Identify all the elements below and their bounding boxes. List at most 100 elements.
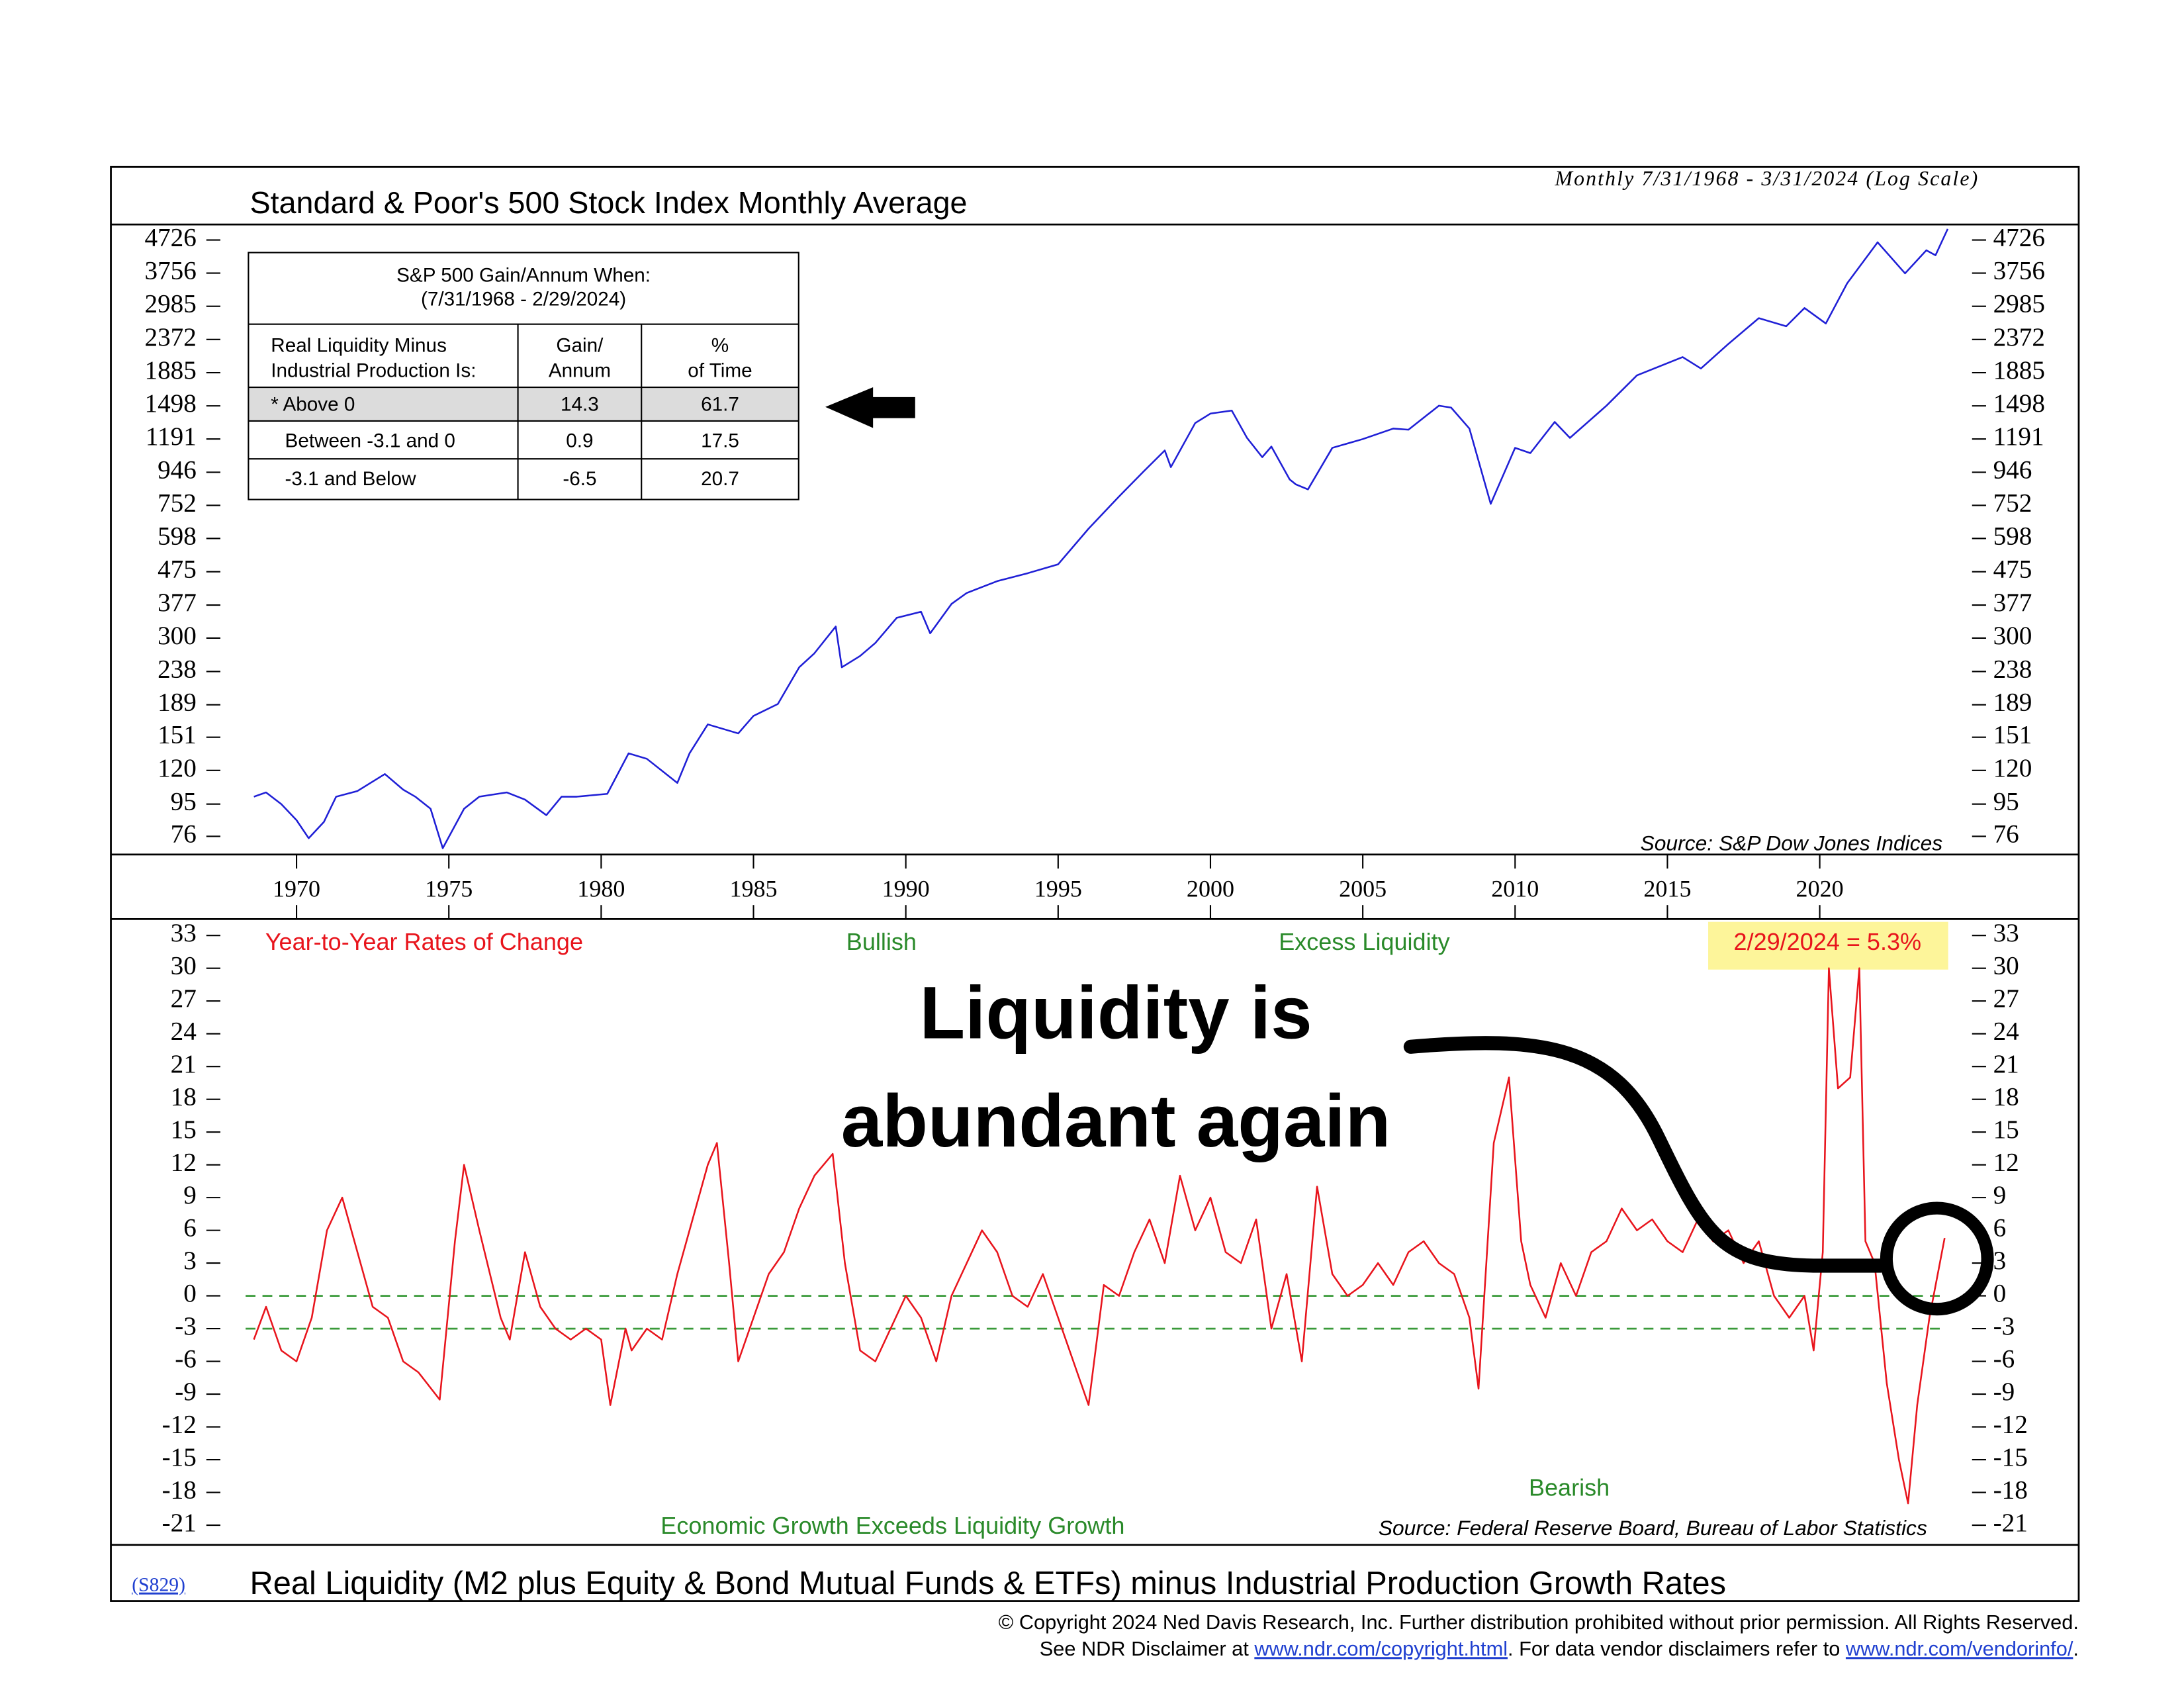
y-tick-label: -3 bbox=[1993, 1312, 2015, 1340]
y-tick-label: 1885 bbox=[144, 356, 196, 385]
y-tick-label: 1498 bbox=[1993, 389, 2045, 418]
y-tick-label: 27 bbox=[1993, 984, 2019, 1013]
x-tick-label: 1975 bbox=[425, 875, 473, 902]
y-tick-label: 76 bbox=[171, 820, 197, 848]
chart-subtitle: Monthly 7/31/1968 - 3/31/2024 (Log Scale… bbox=[1555, 167, 1979, 190]
table-cell: 14.3 bbox=[561, 393, 599, 415]
table-cell: 17.5 bbox=[701, 430, 739, 452]
y-tick-label: 95 bbox=[1993, 788, 2019, 816]
highlight-row bbox=[248, 387, 799, 421]
y-tick-label: 15 bbox=[1993, 1115, 2019, 1144]
x-tick-label: 1985 bbox=[729, 875, 777, 902]
y-tick-label: 151 bbox=[1993, 721, 2032, 749]
arrow-head bbox=[825, 387, 874, 428]
y-tick-label: 2985 bbox=[144, 290, 196, 318]
y-tick-label: 21 bbox=[1993, 1050, 2019, 1078]
x-tick-label: 2015 bbox=[1643, 875, 1691, 902]
y-tick-label: 946 bbox=[1993, 455, 2032, 484]
x-tick-label: 1980 bbox=[577, 875, 625, 902]
y-tick-label: 189 bbox=[158, 688, 197, 717]
series-line bbox=[253, 228, 1949, 849]
y-tick-label: 598 bbox=[158, 522, 197, 550]
disclaimer-text: . bbox=[2073, 1637, 2079, 1660]
table-cell: * Above 0 bbox=[271, 393, 355, 415]
chart-title: Real Liquidity (M2 plus Equity & Bond Mu… bbox=[250, 1566, 1727, 1601]
y-tick-label: 0 bbox=[183, 1280, 197, 1308]
x-tick-label: 2005 bbox=[1339, 875, 1387, 902]
y-tick-label: 120 bbox=[1993, 754, 2032, 782]
y-tick-label: -21 bbox=[162, 1509, 197, 1537]
y-tick-label: 300 bbox=[158, 622, 197, 650]
y-tick-label: 752 bbox=[1993, 489, 2032, 517]
y-tick-label: 0 bbox=[1993, 1280, 2007, 1308]
y-tick-label: 12 bbox=[1993, 1149, 2019, 1177]
table-cell: Between -3.1 and 0 bbox=[285, 430, 455, 452]
y-tick-label: -9 bbox=[175, 1378, 197, 1406]
y-tick-label: 377 bbox=[158, 588, 197, 617]
y-tick-label: -6 bbox=[1993, 1345, 2015, 1374]
y-tick-label: 12 bbox=[171, 1149, 197, 1177]
y-tick-label: 3756 bbox=[1993, 257, 2045, 285]
frame bbox=[110, 165, 2080, 1602]
y-tick-label: 3 bbox=[183, 1246, 197, 1275]
callout-circle bbox=[1880, 1201, 1994, 1316]
stats-table: S&P 500 Gain/Annum When: (7/31/1968 - 2/… bbox=[248, 252, 799, 500]
disclaimer-text: See NDR Disclaimer at bbox=[1040, 1637, 1255, 1660]
copyright: © Copyright 2024 Ned Davis Research, Inc… bbox=[999, 1611, 2079, 1634]
y-tick-label: 9 bbox=[1993, 1181, 2007, 1209]
y-tick-label: 475 bbox=[1993, 555, 2032, 584]
x-tick-label: 1990 bbox=[882, 875, 930, 902]
y-tick-label: 30 bbox=[171, 952, 197, 980]
chart-code[interactable]: (S829) bbox=[132, 1575, 185, 1596]
y-tick-label: 4726 bbox=[144, 224, 196, 252]
table-header: of Time bbox=[688, 360, 752, 382]
y-tick-label: -12 bbox=[1993, 1411, 2028, 1439]
source: Source: S&P Dow Jones Indices bbox=[1641, 831, 1943, 855]
source: Source: Federal Reserve Board, Bureau of… bbox=[1379, 1516, 1927, 1540]
x-tick-label: 2010 bbox=[1491, 875, 1539, 902]
y-tick-label: -15 bbox=[162, 1443, 197, 1472]
y-tick-label: 18 bbox=[1993, 1083, 2019, 1111]
table-cell: -6.5 bbox=[563, 468, 596, 490]
y-tick-label: 238 bbox=[1993, 655, 2032, 683]
callout: Liquidity is bbox=[919, 971, 1312, 1055]
link[interactable]: www.ndr.com/vendorinfo/ bbox=[1845, 1637, 2073, 1660]
y-tick-label: 475 bbox=[158, 555, 197, 584]
chart-title: Standard & Poor's 500 Stock Index Monthl… bbox=[250, 185, 968, 220]
y-tick-label: 27 bbox=[171, 984, 197, 1013]
y-tick-label: 1191 bbox=[1993, 422, 2044, 451]
table-cell: 61.7 bbox=[701, 393, 739, 415]
y-tick-label: 95 bbox=[171, 788, 197, 816]
y-tick-label: 238 bbox=[158, 655, 197, 683]
disclaimer-text: . For data vendor disclaimers refer to bbox=[1508, 1637, 1846, 1660]
arrow-body bbox=[867, 397, 915, 418]
y-tick-label: 15 bbox=[171, 1115, 197, 1144]
y-tick-label: 1885 bbox=[1993, 356, 2045, 385]
y-tick-label: 752 bbox=[158, 489, 197, 517]
y-tick-label: 151 bbox=[158, 721, 197, 749]
annotation: Bearish bbox=[1529, 1474, 1610, 1501]
x-tick-label: 2000 bbox=[1187, 875, 1234, 902]
y-tick-label: -18 bbox=[162, 1476, 197, 1505]
y-tick-label: -12 bbox=[162, 1411, 197, 1439]
y-tick-label: 120 bbox=[158, 754, 197, 782]
x-tick-label: 1995 bbox=[1034, 875, 1082, 902]
annotation: Bullish bbox=[846, 928, 917, 955]
link[interactable]: www.ndr.com/copyright.html bbox=[1253, 1637, 1508, 1660]
y-tick-label: 1191 bbox=[146, 422, 197, 451]
y-tick-label: 2985 bbox=[1993, 290, 2045, 318]
y-tick-label: 598 bbox=[1993, 522, 2032, 550]
annotation: Year-to-Year Rates of Change bbox=[265, 928, 583, 955]
annotation: 2/29/2024 = 5.3% bbox=[1734, 928, 1922, 955]
y-tick-label: 76 bbox=[1993, 820, 2019, 848]
y-tick-label: -3 bbox=[175, 1312, 197, 1340]
table-title: (7/31/1968 - 2/29/2024) bbox=[421, 288, 626, 310]
table-cell: -3.1 and Below bbox=[285, 468, 417, 490]
y-tick-label: 6 bbox=[183, 1214, 197, 1243]
y-tick-label: 9 bbox=[183, 1181, 197, 1209]
plot-area: 4726 4726 3756 3756 2985 2985 2372 2372 1885 1885… bbox=[144, 224, 2045, 1538]
y-tick-label: 3756 bbox=[144, 257, 196, 285]
y-tick-label: -18 bbox=[1993, 1476, 2028, 1505]
